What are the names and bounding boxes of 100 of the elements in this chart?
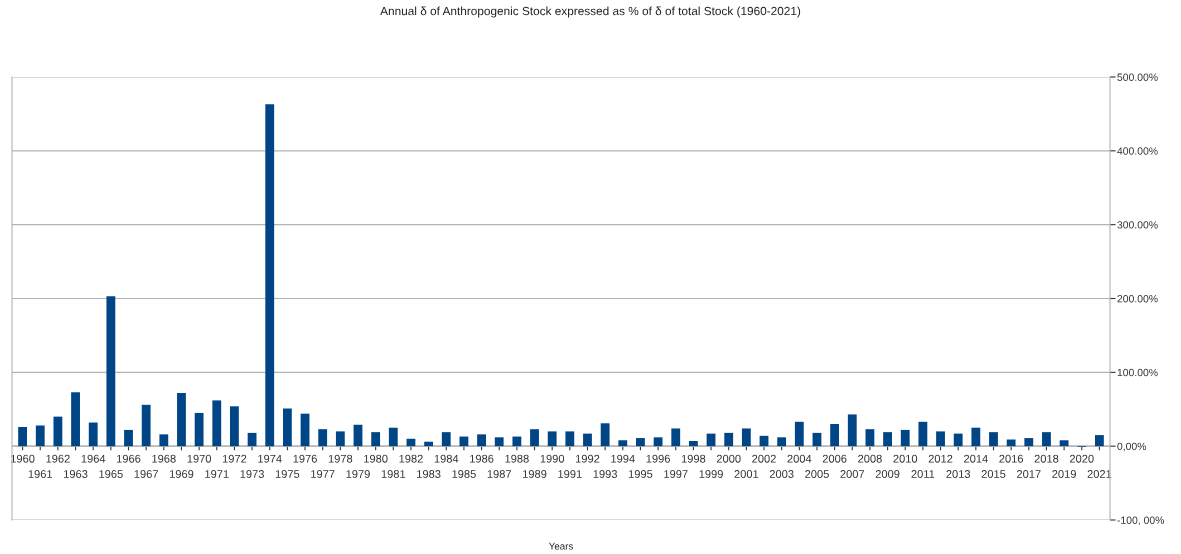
bar xyxy=(794,421,804,447)
x-tick-label: 1998 xyxy=(681,454,706,463)
bar xyxy=(388,427,398,447)
bar xyxy=(512,436,522,447)
x-tick-label: 1988 xyxy=(505,454,529,463)
bar xyxy=(900,429,910,447)
x-tick-label: 1999 xyxy=(699,470,723,478)
bar xyxy=(971,427,981,447)
x-tick-label: 2002 xyxy=(752,454,776,463)
x-tick-label: 2009 xyxy=(875,470,900,478)
x-tick-label: 1970 xyxy=(187,454,212,463)
x-tick-label: 2015 xyxy=(981,470,1006,478)
x-tick-label: 1993 xyxy=(593,470,617,478)
chart-title: Annual δ of Anthropogenic Stock expressed as % of δ of total Stock (1960-2021) xyxy=(380,6,801,18)
bar xyxy=(424,441,434,447)
bar xyxy=(653,437,663,447)
x-tick-label: 1991 xyxy=(558,470,582,478)
bar xyxy=(565,431,575,447)
x-tick-label: 2021 xyxy=(1087,470,1112,478)
y-tick-label: 100.00% xyxy=(1117,368,1158,377)
x-tick-label: 2018 xyxy=(1034,454,1059,463)
bar xyxy=(265,104,275,447)
bar xyxy=(71,392,80,447)
x-tick-label: 1981 xyxy=(381,470,406,478)
x-tick-label: 1979 xyxy=(346,470,370,478)
bar xyxy=(282,408,292,447)
x-tick-label: 1966 xyxy=(117,454,141,463)
bar xyxy=(688,441,698,447)
x-tick-label: 1995 xyxy=(628,470,653,478)
x-tick-label: 2003 xyxy=(769,470,794,478)
x-tick-label: 1989 xyxy=(523,470,547,478)
x-tick-label: 2001 xyxy=(734,470,759,478)
bar xyxy=(936,431,945,447)
bar xyxy=(1059,440,1069,447)
x-tick-label: 2012 xyxy=(928,454,953,463)
y-tick-label: 200.00% xyxy=(1117,295,1158,303)
bar xyxy=(18,426,27,447)
x-tick-label: 2016 xyxy=(999,454,1024,463)
bar xyxy=(1024,438,1034,447)
x-tick-label: 1965 xyxy=(99,470,123,478)
x-tick-label: 2008 xyxy=(858,454,882,463)
x-tick-label: 1980 xyxy=(364,454,388,463)
x-tick-label: 1996 xyxy=(646,454,670,463)
x-tick-label: 1961 xyxy=(28,470,53,478)
x-tick-label: 1992 xyxy=(575,454,600,463)
x-tick-label: 2017 xyxy=(1017,470,1041,478)
x-tick-label: 1973 xyxy=(240,470,264,478)
x-tick-label: 1997 xyxy=(664,470,688,478)
x-tick-label: 1969 xyxy=(169,470,194,478)
x-tick-label: 2005 xyxy=(805,470,829,478)
bar xyxy=(494,437,504,447)
bar xyxy=(318,429,328,447)
x-tick-label: 1990 xyxy=(540,454,565,463)
x-tick-label: 1986 xyxy=(470,454,494,463)
bar xyxy=(159,434,169,447)
bar xyxy=(212,400,222,447)
y-tick-label: 400.00% xyxy=(1117,147,1158,155)
bar xyxy=(106,296,116,447)
bar xyxy=(989,432,998,447)
y-tick-label: -100, 00% xyxy=(1117,516,1165,526)
bar xyxy=(371,432,381,447)
x-tick-label: 2020 xyxy=(1069,454,1094,463)
bar xyxy=(1006,439,1016,447)
bar xyxy=(124,429,133,447)
bar xyxy=(35,425,45,447)
bar xyxy=(583,433,592,447)
bar xyxy=(177,393,186,447)
x-tick-label: 1963 xyxy=(64,470,88,478)
bar xyxy=(600,423,610,447)
x-tick-label: 1978 xyxy=(328,454,353,463)
x-tick-label: 1972 xyxy=(222,454,247,463)
bar xyxy=(741,428,751,447)
x-tick-label: 1975 xyxy=(275,470,300,478)
bar xyxy=(830,424,840,447)
x-tick-label: 2007 xyxy=(840,470,865,478)
bar xyxy=(865,429,875,447)
x-tick-label: 1976 xyxy=(293,454,317,463)
bar xyxy=(141,404,151,447)
x-tick-label: 1985 xyxy=(452,470,476,478)
x-tick-label: 1971 xyxy=(205,470,229,478)
x-tick-label: 1984 xyxy=(434,454,459,463)
bar xyxy=(547,431,557,447)
bar xyxy=(618,440,628,447)
bar xyxy=(883,432,892,447)
y-tick-label: 500.00% xyxy=(1117,73,1158,81)
x-tick-label: 1974 xyxy=(258,454,282,463)
bar xyxy=(335,431,345,447)
x-tick-label: 1960 xyxy=(11,454,35,463)
bar xyxy=(194,412,204,447)
bar xyxy=(230,406,239,447)
x-tick-label: 2000 xyxy=(716,454,741,463)
bar xyxy=(953,433,963,447)
x-tick-label: 2019 xyxy=(1052,470,1076,478)
bar xyxy=(530,429,539,447)
x-axis-title: Years xyxy=(548,542,573,550)
bar xyxy=(1095,435,1104,447)
x-tick-label: 2006 xyxy=(822,454,847,463)
x-tick-label: 1987 xyxy=(487,470,512,478)
bar xyxy=(777,437,787,447)
bar xyxy=(636,438,645,447)
